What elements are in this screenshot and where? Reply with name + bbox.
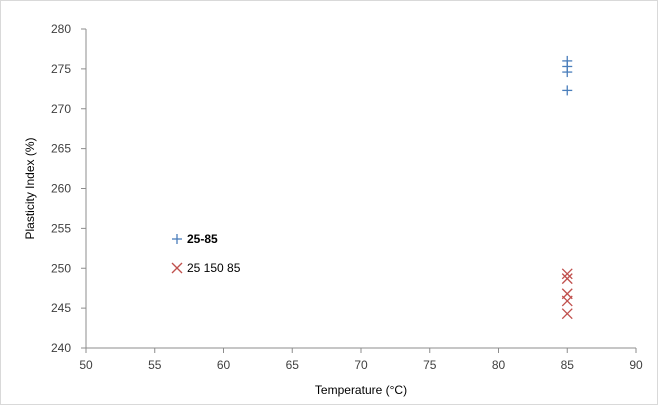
x-tick-label: 80 bbox=[492, 358, 506, 372]
data-points bbox=[561, 55, 573, 320]
x-tick-label: 90 bbox=[629, 358, 643, 372]
y-tick-label: 260 bbox=[51, 182, 71, 196]
x-axis-title: Temperature (°C) bbox=[315, 383, 407, 397]
point-series-2 bbox=[561, 268, 573, 280]
y-tick-label: 275 bbox=[51, 62, 71, 76]
x-tick-label: 50 bbox=[79, 358, 93, 372]
point-series-2 bbox=[561, 273, 573, 285]
legend-label-1: 25-85 bbox=[187, 232, 218, 246]
y-tick-label: 265 bbox=[51, 142, 71, 156]
legend: 25-85 25 150 85 bbox=[171, 232, 241, 275]
y-tick-label: 280 bbox=[51, 22, 71, 36]
x-tick-label: 60 bbox=[217, 358, 231, 372]
marker-stroke-b bbox=[561, 295, 573, 307]
x-axis-ticks: 50 55 60 65 70 75 80 85 90 bbox=[79, 348, 643, 372]
point-series-1 bbox=[562, 67, 573, 78]
legend-marker-2 bbox=[171, 262, 183, 274]
x-tick-label: 65 bbox=[286, 358, 300, 372]
legend-label-2: 25 150 85 bbox=[187, 261, 241, 275]
y-tick-label: 270 bbox=[51, 102, 71, 116]
x-tick-label: 70 bbox=[354, 358, 368, 372]
point-series-2 bbox=[561, 308, 573, 320]
marker-stroke-b bbox=[561, 308, 573, 320]
y-axis-title: Plasticity Index (%) bbox=[23, 137, 37, 239]
marker-stroke-b bbox=[561, 268, 573, 280]
y-axis-ticks: 240 245 250 255 260 265 270 275 280 bbox=[51, 22, 86, 355]
legend-marker-1 bbox=[172, 234, 182, 244]
y-tick-label: 255 bbox=[51, 221, 71, 235]
marker-stroke-b bbox=[171, 262, 183, 274]
x-tick-label: 75 bbox=[423, 358, 437, 372]
y-tick-label: 245 bbox=[51, 301, 71, 315]
marker-stroke-b bbox=[561, 273, 573, 285]
x-tick-label: 85 bbox=[561, 358, 575, 372]
y-tick-label: 250 bbox=[51, 261, 71, 275]
point-series-2 bbox=[561, 295, 573, 307]
x-tick-label: 55 bbox=[148, 358, 162, 372]
point-series-1 bbox=[562, 85, 573, 96]
y-tick-label: 240 bbox=[51, 341, 71, 355]
